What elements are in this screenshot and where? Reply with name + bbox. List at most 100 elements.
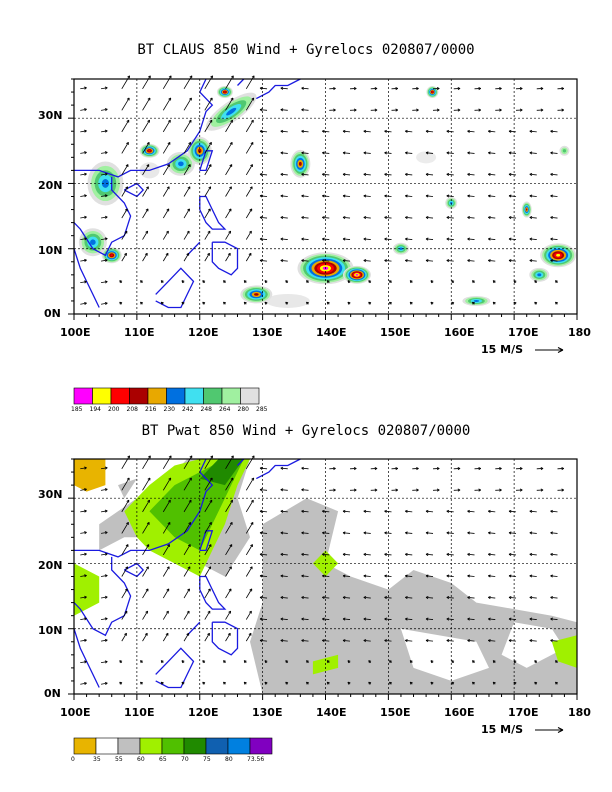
cloud-gulf-core-layer <box>110 254 113 257</box>
panel1-wind-vector <box>121 119 130 133</box>
panel1-wind-vector-head <box>209 97 213 101</box>
panel1-coastline-4 <box>199 150 214 172</box>
panel1-wind-vector-head <box>144 252 148 256</box>
panel1-wind-vector <box>280 87 288 90</box>
panel2-wind-vector <box>342 553 351 556</box>
panel1-wind-vector <box>204 75 213 89</box>
lon-label-110e-p2: 110E <box>124 706 155 719</box>
panel2-wind-vector <box>425 553 434 556</box>
panel2-wind-vector <box>162 633 169 642</box>
panel2-wind-vector-head <box>347 660 351 664</box>
panel1-wind-vector <box>488 195 496 197</box>
panel2-legend-label: 55 <box>115 756 123 763</box>
panel2-wind-vector-head <box>534 660 538 664</box>
panel2-wind-vector <box>363 553 371 556</box>
panel1-wind-vector-head <box>160 301 164 305</box>
panel1-wind-vector <box>121 186 129 197</box>
panel1-wind-vector-head <box>146 141 150 145</box>
panel2-wind-vector-head <box>259 639 263 643</box>
panel1-wind-vector-head <box>467 215 470 220</box>
panel1-wind-vector <box>100 151 108 154</box>
panel2-wind-vector-head <box>488 574 491 578</box>
panel1-wind-vector <box>100 173 108 176</box>
panel1-wind-vector-head <box>125 164 129 168</box>
panel1-wind-vector <box>363 173 371 176</box>
panel2-wind-vector <box>405 575 413 577</box>
panel1-wind-vector-head <box>342 151 346 155</box>
panel1-wind-vector <box>363 195 371 197</box>
lon-label-180-p2: 180 <box>568 706 591 719</box>
panel1-wind-vector-head <box>488 194 491 198</box>
panel1-wind-vector <box>280 109 288 111</box>
panel2-wind-vector <box>488 596 496 599</box>
panel2-wind-vector-head <box>259 617 263 621</box>
panel2-wind-vector-head <box>146 521 150 525</box>
panel2-wind-vector <box>245 477 255 491</box>
panel1-wind-vector-head <box>207 252 210 256</box>
panel1-wind-vector <box>259 152 268 154</box>
panel1-wind-vector <box>259 173 268 176</box>
panel2-wind-vector-head <box>322 574 325 578</box>
panel2-wind-vector <box>183 633 190 642</box>
panel2-wind-vector <box>259 640 268 642</box>
panel2-wind-vector <box>225 499 233 513</box>
panel2-wind-vector-head <box>384 531 387 535</box>
panel2-wind-vector <box>142 499 150 513</box>
panel1-wind-vector <box>280 173 288 176</box>
panel1-wind-vector-head <box>259 215 263 220</box>
cloud-172e <box>521 201 532 218</box>
panel1-wind-vector <box>183 75 193 89</box>
panel2-wind-vector-head <box>529 574 533 578</box>
panel2-coastline-2 <box>73 628 100 688</box>
panel1-wind-vector-head <box>534 301 538 305</box>
panel1-wind-vector-head <box>167 164 170 168</box>
panel2-wind-vector <box>488 510 496 513</box>
panel1-wind-vector <box>245 230 252 240</box>
panel1-wind-vector-head <box>353 87 357 91</box>
panel2-wind-vector-head <box>165 632 169 636</box>
panel1-wind-vector <box>550 173 558 176</box>
panel2-wind-vector <box>183 499 192 513</box>
panel1-wind-vector-head <box>492 280 496 284</box>
panel2-wind-vector <box>183 610 190 620</box>
panel1-wind-vector-head <box>540 108 544 112</box>
panel2-wind-vector-head <box>181 681 185 685</box>
panel1-wind-vector <box>162 97 172 111</box>
panel1-wind-vector-head <box>467 129 470 133</box>
pwat-gray-east <box>250 498 577 694</box>
cloud-storm-145e <box>342 265 371 284</box>
panel2-wind-vector <box>162 566 170 577</box>
panel1-wind-vector-head <box>104 129 108 133</box>
panel2-wind-vector-head <box>104 617 108 621</box>
panel2-wind-vector <box>405 553 413 556</box>
panel2-wind-vector-head <box>104 466 108 470</box>
panel1-coastline-8 <box>155 267 195 309</box>
panel2-wind-vector-head <box>405 595 408 600</box>
panel2-wind-vector <box>467 596 475 599</box>
panel1-wind-vector-head <box>126 119 130 123</box>
panel2-wind-vector-head <box>145 610 149 614</box>
panel2-wind-vector <box>322 553 330 556</box>
panel1-wind-vector-head <box>207 208 211 212</box>
panel1-wind-vector <box>121 230 128 240</box>
panel1-wind-vector <box>204 230 211 240</box>
panel1-wind-vector-head <box>146 186 149 190</box>
panel2-wind-vector <box>121 566 129 577</box>
panel1-wind-vector-head <box>223 301 226 305</box>
panel2-wind-vector-head <box>508 617 512 621</box>
panel1-wind-vector <box>259 130 268 133</box>
panel2-wind-vector-head <box>508 552 512 556</box>
panel1-legend-label: 200 <box>108 406 120 413</box>
panel2-wind-vector <box>225 588 232 599</box>
panel2-wind-vector-head <box>250 499 254 503</box>
panel1-wind-vector-head <box>264 301 268 305</box>
panel2-wind-vector-head <box>124 610 128 614</box>
panel1-wind-vector-head <box>264 280 268 284</box>
cloud-174e <box>529 267 550 282</box>
panel2-wind-vector-head <box>389 660 392 664</box>
panel2-wind-vector <box>245 455 255 469</box>
panel2-wind-vector-head <box>363 595 367 600</box>
panel2-wind-vector-head <box>425 531 429 535</box>
lat-label-20n: 20N <box>38 179 63 192</box>
panel1-wind-vector-head <box>519 108 523 112</box>
